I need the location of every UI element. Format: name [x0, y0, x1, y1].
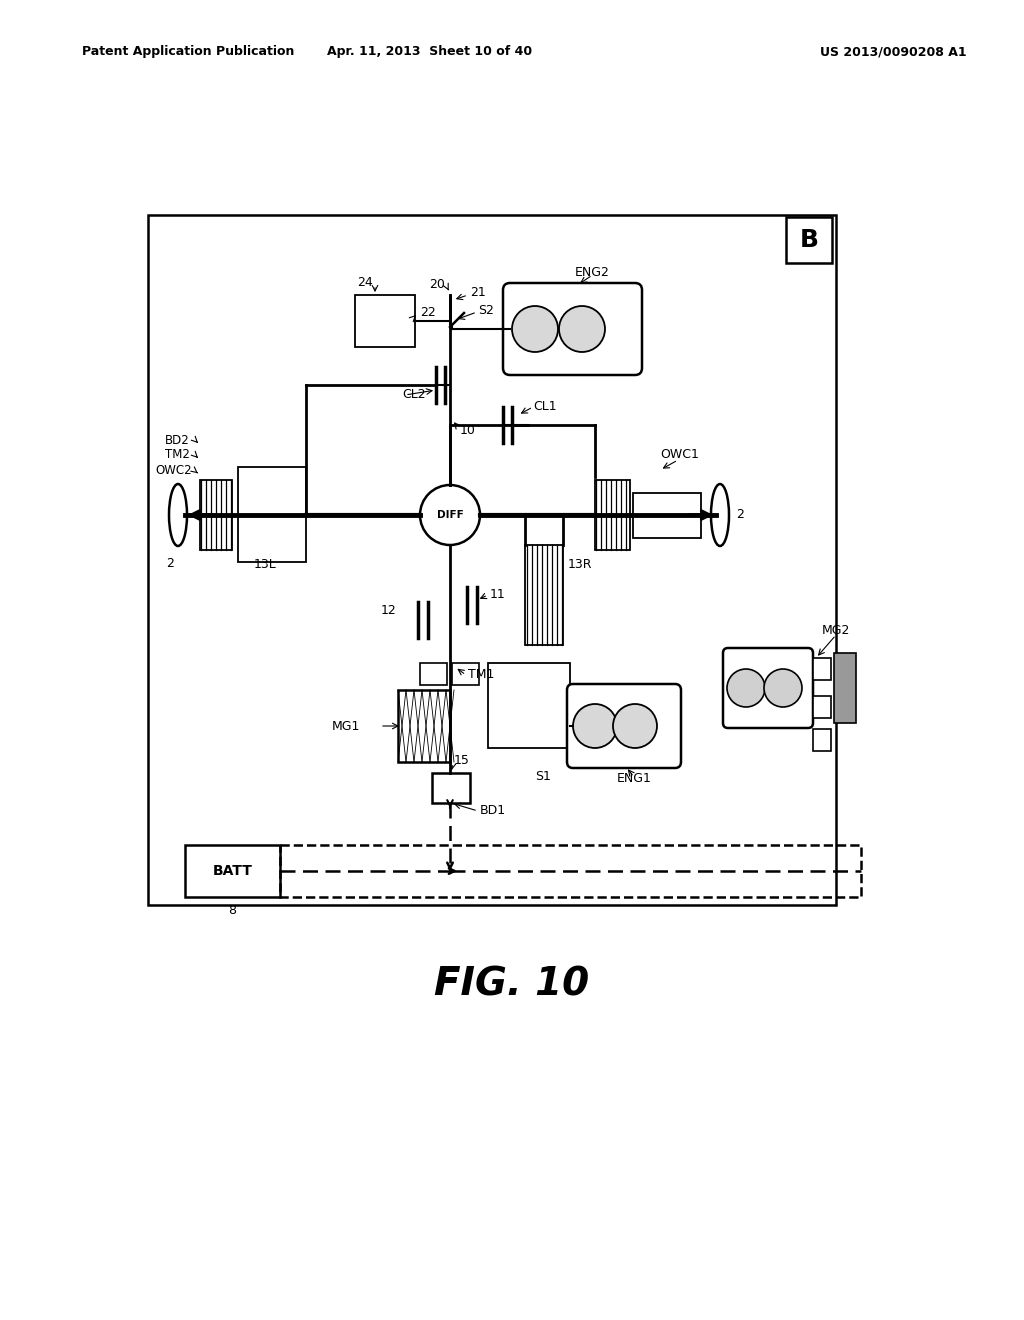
Text: MG1: MG1	[332, 719, 360, 733]
Text: ENG1: ENG1	[616, 771, 651, 784]
Ellipse shape	[711, 484, 729, 546]
Text: 22: 22	[420, 306, 436, 319]
Bar	[488, 663, 570, 748]
Text: TM1: TM1	[468, 668, 495, 681]
Bar	[786, 216, 831, 263]
FancyBboxPatch shape	[567, 684, 681, 768]
Text: OWC2: OWC2	[155, 465, 191, 478]
Circle shape	[420, 484, 480, 545]
Text: Apr. 11, 2013  Sheet 10 of 40: Apr. 11, 2013 Sheet 10 of 40	[328, 45, 532, 58]
Text: 2: 2	[166, 557, 174, 570]
Text: TM2: TM2	[165, 449, 189, 462]
Text: 24: 24	[357, 276, 373, 289]
Bar	[200, 480, 232, 550]
Bar	[834, 653, 856, 723]
Text: 20: 20	[429, 279, 445, 292]
Bar	[355, 294, 415, 347]
FancyBboxPatch shape	[723, 648, 813, 729]
Text: 13L: 13L	[254, 558, 276, 572]
Text: S2: S2	[478, 304, 494, 317]
Bar	[813, 657, 831, 680]
Text: B: B	[800, 228, 818, 252]
Text: 12: 12	[380, 603, 396, 616]
Text: ENG2: ENG2	[575, 265, 610, 279]
FancyBboxPatch shape	[503, 282, 642, 375]
Text: BD2: BD2	[165, 433, 189, 446]
Bar	[813, 729, 831, 751]
Text: DIFF: DIFF	[436, 510, 464, 520]
Text: 8: 8	[228, 904, 237, 917]
Bar	[185, 845, 280, 898]
Text: MG2: MG2	[822, 624, 850, 638]
Bar	[595, 480, 630, 550]
Text: OWC1: OWC1	[660, 449, 699, 462]
Bar	[633, 492, 701, 539]
Bar	[452, 663, 479, 685]
Circle shape	[764, 669, 802, 708]
Circle shape	[613, 704, 657, 748]
Bar	[525, 545, 563, 645]
Bar	[398, 690, 450, 762]
Text: 10: 10	[460, 424, 476, 437]
Circle shape	[512, 306, 558, 352]
Text: 11: 11	[490, 589, 506, 602]
Bar	[238, 467, 306, 562]
Circle shape	[727, 669, 765, 708]
Text: CL1: CL1	[534, 400, 557, 413]
Text: 13R: 13R	[567, 558, 592, 572]
Text: 21: 21	[470, 286, 485, 300]
Text: BATT: BATT	[213, 865, 253, 878]
Text: Patent Application Publication: Patent Application Publication	[82, 45, 294, 58]
Circle shape	[559, 306, 605, 352]
Text: S1: S1	[536, 771, 551, 784]
Text: 15: 15	[454, 755, 470, 767]
Text: FIG. 10: FIG. 10	[434, 966, 590, 1005]
Text: 2: 2	[736, 508, 743, 521]
Ellipse shape	[169, 484, 187, 546]
Circle shape	[573, 704, 617, 748]
Text: CL2: CL2	[402, 388, 426, 401]
Text: US 2013/0090208 A1: US 2013/0090208 A1	[820, 45, 967, 58]
Bar	[420, 663, 447, 685]
Text: BD1: BD1	[480, 804, 506, 817]
Bar	[432, 774, 470, 803]
Bar	[148, 215, 836, 906]
Bar	[813, 696, 831, 718]
Bar	[280, 845, 861, 898]
